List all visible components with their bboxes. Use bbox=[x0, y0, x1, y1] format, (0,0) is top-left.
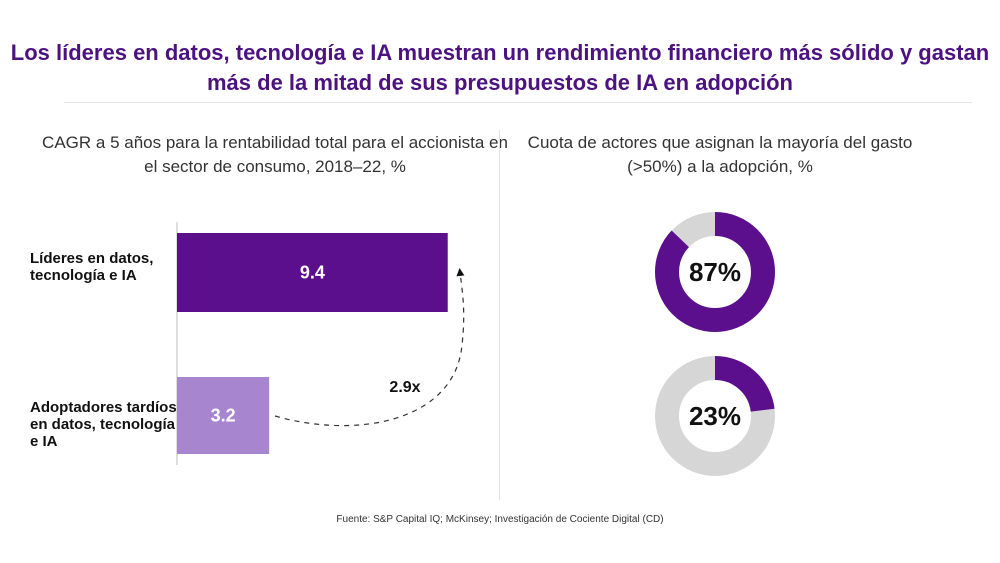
donut-slice-leaders bbox=[655, 212, 775, 332]
donut-value-label-leaders: 87% bbox=[689, 257, 741, 287]
donut-chart-title: Cuota de actores que asignan la mayoría … bbox=[527, 133, 913, 176]
multiplier-annotation: 2.9x bbox=[389, 379, 420, 396]
donut-value-label-laggards: 23% bbox=[689, 401, 741, 431]
bar-category-label-laggards: Adoptadores tardíos en datos, tecnología… bbox=[30, 399, 177, 450]
donut-slice-laggards bbox=[655, 356, 775, 476]
bar-value-label-laggards: 3.2 bbox=[211, 406, 236, 426]
bar-chart-title: CAGR a 5 años para la rentabilidad total… bbox=[42, 133, 508, 176]
source-note: Fuente: S&P Capital IQ; McKinsey; Invest… bbox=[336, 514, 664, 525]
bar-leaders bbox=[177, 233, 448, 312]
multiplier-arrow bbox=[274, 268, 465, 427]
bar-laggards bbox=[177, 377, 270, 454]
page-title: Los líderes en datos, tecnología e IA mu… bbox=[10, 40, 990, 95]
bar-value-label-leaders: 9.4 bbox=[300, 263, 325, 283]
panel-divider bbox=[499, 130, 500, 500]
title-divider bbox=[64, 102, 972, 103]
bar-category-label-leaders: Líderes en datos, tecnología e IA bbox=[30, 250, 154, 284]
